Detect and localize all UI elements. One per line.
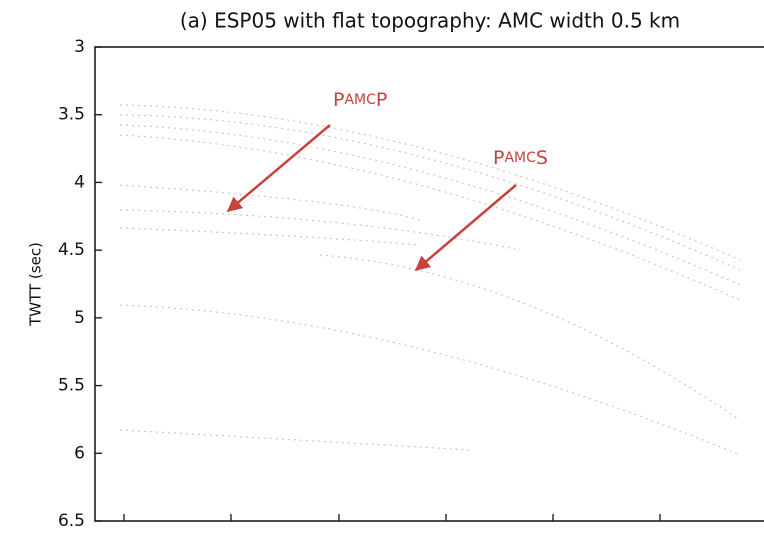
y-tick-label: 5 [74,308,85,328]
y-tick-label: 5.5 [58,376,85,396]
arrow [226,124,331,212]
y-axis-label: TWTT (sec) [27,242,45,327]
traces [119,104,741,456]
x-ticks [123,514,661,521]
chart-title: (a) ESP05 with flat topography: AMC widt… [180,9,680,33]
annotation-part: AMC [344,92,376,108]
annotation: PAMCS [493,147,548,169]
y-tick-label: 4 [74,172,85,192]
annotation-part: AMC [504,150,536,166]
y-tick-label: 6.5 [58,511,85,531]
annotation-part: P [376,89,387,111]
y-tick-label: 6 [74,443,85,463]
plot-frame [94,46,764,522]
annotation-part: P [333,89,344,111]
annotation-part: S [536,147,548,169]
annotation-part: P [493,147,504,169]
y-tick-label: 4.5 [58,240,85,260]
arrow [414,184,517,271]
y-tick-label: 3.5 [58,105,85,125]
y-tick-label: 3 [74,37,85,57]
annotation: PAMCP [333,89,387,111]
